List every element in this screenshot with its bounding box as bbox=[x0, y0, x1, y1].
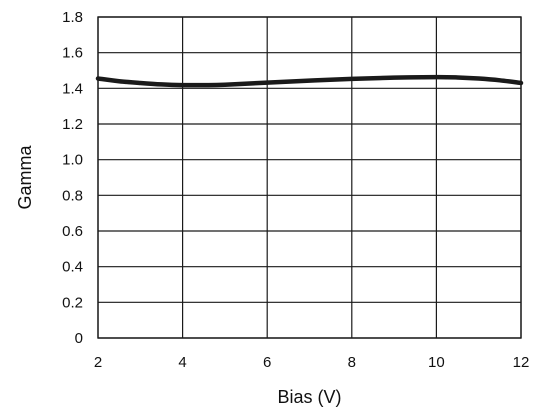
x-axis-label: Bias (V) bbox=[277, 387, 341, 407]
plot-frame bbox=[97, 16, 522, 339]
x-tick-label: 10 bbox=[428, 354, 445, 371]
y-tick-label: 0.6 bbox=[62, 223, 83, 240]
y-tick-label: 1.2 bbox=[62, 116, 83, 133]
series-line-gamma bbox=[95, 74, 524, 88]
x-tick-label: 2 bbox=[94, 354, 102, 371]
x-axis-ticks: 2 4 6 8 10 12 bbox=[94, 354, 530, 371]
x-tick-label: 6 bbox=[263, 354, 271, 371]
y-tick-label: 1.8 bbox=[62, 9, 83, 26]
x-tick-label: 8 bbox=[348, 354, 356, 371]
y-tick-label: 0.2 bbox=[62, 294, 83, 311]
y-axis-ticks: 0 0.2 0.4 0.6 0.8 1.0 1.2 1.4 1.6 1.8 bbox=[62, 9, 83, 347]
y-tick-label: 0.4 bbox=[62, 259, 83, 276]
y-tick-label: 1.0 bbox=[62, 152, 83, 169]
y-tick-label: 1.6 bbox=[62, 45, 83, 62]
x-tick-label: 12 bbox=[513, 354, 530, 371]
grid-lines bbox=[97, 16, 522, 339]
y-tick-label: 0.8 bbox=[62, 187, 83, 204]
y-tick-label: 0 bbox=[75, 330, 83, 347]
y-axis-label: Gamma bbox=[15, 145, 35, 210]
y-tick-label: 1.4 bbox=[62, 80, 83, 97]
x-tick-label: 4 bbox=[178, 354, 186, 371]
